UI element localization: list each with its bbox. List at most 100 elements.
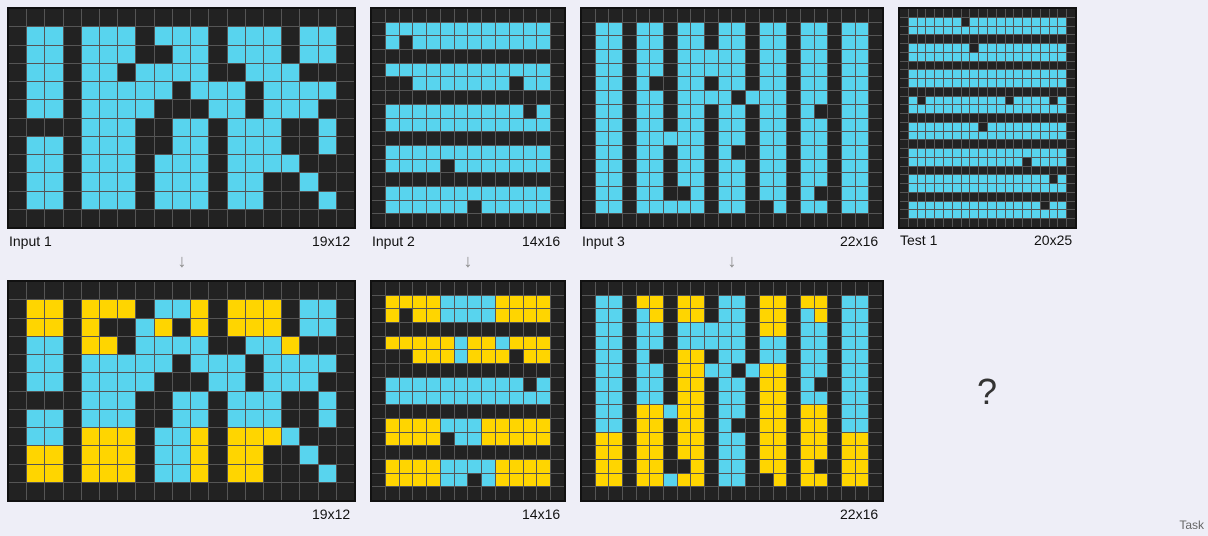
grid-cell xyxy=(523,77,537,91)
grid-cell xyxy=(664,377,677,391)
grid-cell xyxy=(828,186,841,200)
grid-cell xyxy=(900,79,908,87)
grid-cell xyxy=(468,200,482,214)
grid-cell xyxy=(952,26,961,35)
grid-cell xyxy=(27,446,45,464)
grid-cell xyxy=(336,9,354,27)
grid-cell xyxy=(636,405,650,418)
grid-cell xyxy=(664,282,677,295)
grid-cell xyxy=(677,214,691,227)
grid-cell xyxy=(814,282,828,295)
grid-cell xyxy=(372,323,385,336)
grid-cell xyxy=(209,373,227,391)
grid-cell xyxy=(300,118,318,136)
grid-cell xyxy=(841,214,855,227)
grid-cell xyxy=(1058,219,1067,227)
grid-cell xyxy=(63,209,81,227)
grid-cell xyxy=(828,77,841,91)
grid-cell xyxy=(191,409,209,427)
grid-cell xyxy=(191,191,209,209)
grid-cell xyxy=(705,282,718,295)
grid-cell xyxy=(636,446,650,459)
grid-cell xyxy=(263,136,282,154)
grid-cell xyxy=(427,459,440,473)
grid-cell xyxy=(917,192,926,201)
grid-cell xyxy=(718,418,732,432)
grid-cell xyxy=(623,145,636,159)
output-size-3: 22x16 xyxy=(840,506,879,522)
grid-cell xyxy=(855,309,869,323)
grid-cell xyxy=(136,191,154,209)
grid-cell xyxy=(454,63,468,77)
grid-cell xyxy=(609,323,623,336)
grid-cell xyxy=(944,9,952,17)
grid-cell xyxy=(952,184,961,192)
grid-cell xyxy=(496,309,509,323)
grid-cell xyxy=(318,391,336,409)
grid-cell xyxy=(118,446,136,464)
grid-cell xyxy=(944,122,952,131)
grid-cell xyxy=(136,355,154,373)
grid-cell xyxy=(318,173,336,191)
grid-cell xyxy=(705,214,718,227)
grid-cell xyxy=(800,118,814,132)
grid-cell xyxy=(746,159,759,173)
grid-cell xyxy=(454,418,468,432)
grid-cell xyxy=(800,200,814,214)
grid-cell xyxy=(746,22,759,36)
grid-cell xyxy=(732,350,746,364)
grid-cell xyxy=(988,192,996,201)
grid-cell xyxy=(855,473,869,487)
grid-cell xyxy=(454,432,468,446)
grid-cell xyxy=(595,91,609,104)
grid-cell xyxy=(496,145,509,159)
grid-cell xyxy=(372,36,385,50)
grid-cell xyxy=(869,336,882,350)
grid-cell xyxy=(27,136,45,154)
grid-cell xyxy=(732,36,746,50)
grid-cell xyxy=(27,428,45,446)
grid-cell xyxy=(9,118,27,136)
grid-cell xyxy=(468,391,482,405)
grid-cell xyxy=(336,118,354,136)
grid-cell xyxy=(800,350,814,364)
grid-cell xyxy=(705,186,718,200)
grid-cell xyxy=(1023,70,1031,79)
grid-cell xyxy=(869,446,882,459)
grid-cell xyxy=(537,132,551,145)
grid-cell xyxy=(1067,210,1075,219)
grid-cell xyxy=(300,173,318,191)
grid-cell xyxy=(318,209,336,227)
grid-cell xyxy=(523,336,537,350)
grid-cell xyxy=(773,145,787,159)
grid-cell xyxy=(191,482,209,500)
grid-cell xyxy=(773,186,787,200)
grid-cell xyxy=(988,122,996,131)
grid-cell xyxy=(1040,201,1049,210)
grid-cell xyxy=(855,323,869,336)
grid-cell xyxy=(582,50,595,63)
grid-cell xyxy=(427,186,440,200)
grid-cell xyxy=(154,118,172,136)
grid-cell xyxy=(372,132,385,145)
grid-cell xyxy=(372,336,385,350)
grid-cell xyxy=(1032,122,1040,131)
grid-cell xyxy=(691,36,705,50)
grid-cell xyxy=(1005,70,1014,79)
grid-cell xyxy=(582,282,595,295)
grid-cell xyxy=(27,373,45,391)
grid-cell xyxy=(496,118,509,132)
grid-cell xyxy=(609,405,623,418)
grid-cell xyxy=(482,295,496,309)
grid-cell xyxy=(81,155,100,173)
grid-cell xyxy=(732,364,746,377)
grid-cell xyxy=(908,201,917,210)
grid-cell xyxy=(746,214,759,227)
grid-cell xyxy=(1014,149,1023,157)
grid-cell xyxy=(814,132,828,145)
grid-cell xyxy=(300,464,318,482)
grid-cell xyxy=(908,157,917,166)
grid-cell xyxy=(454,323,468,336)
grid-cell xyxy=(136,409,154,427)
grid-cell xyxy=(318,464,336,482)
